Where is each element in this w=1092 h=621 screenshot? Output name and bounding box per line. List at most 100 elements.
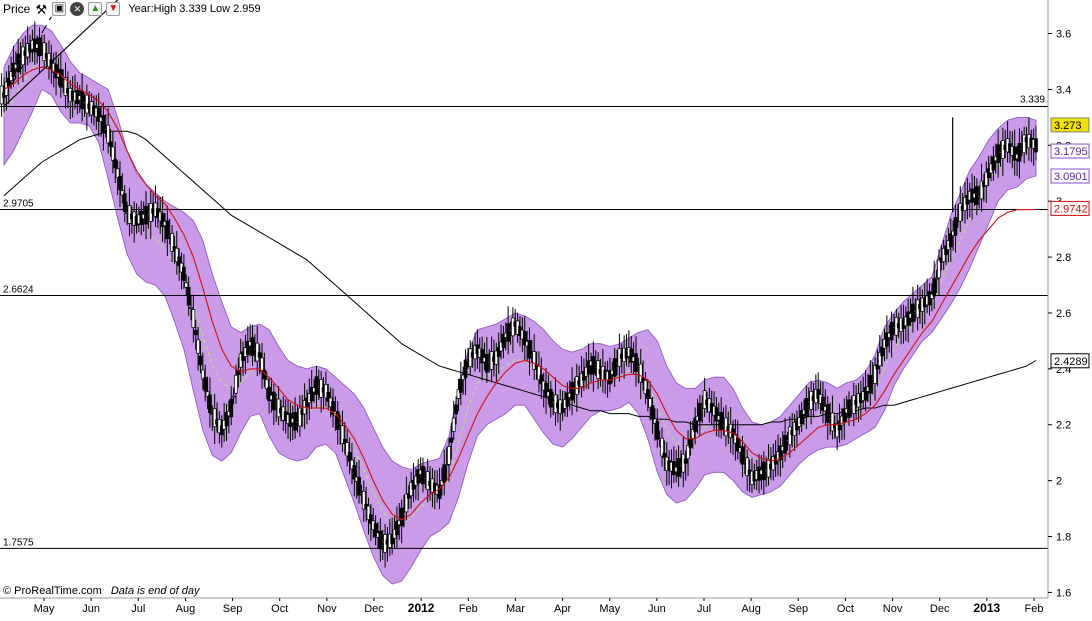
candle-body xyxy=(449,437,454,443)
candle-body xyxy=(42,42,47,61)
y-tick-label: 1.6 xyxy=(1056,587,1071,599)
candle-body xyxy=(250,337,255,356)
candle-body xyxy=(113,158,118,169)
candle-body xyxy=(608,370,612,385)
candle-body xyxy=(591,356,596,375)
candle-body xyxy=(118,175,122,191)
candle-body xyxy=(11,62,16,77)
candle-body xyxy=(468,348,473,367)
candle-body xyxy=(875,364,880,370)
y-tick-label: 3.4 xyxy=(1056,84,1071,96)
candle-body xyxy=(638,363,643,383)
candle-body xyxy=(532,351,537,370)
x-tick-label: Sep xyxy=(223,603,243,615)
y-tick-label: 2.8 xyxy=(1056,252,1071,264)
candle-body xyxy=(21,46,25,66)
candle-body xyxy=(986,168,991,179)
x-tick-label: Feb xyxy=(1025,603,1044,615)
candle-body xyxy=(816,389,821,399)
value-label-box xyxy=(1050,143,1090,159)
candle-body xyxy=(548,388,553,408)
candle-body xyxy=(361,490,366,510)
year-high-low: Year:High 3.339 Low 2.959 xyxy=(128,3,261,15)
candle-body xyxy=(643,379,648,395)
ma-red-line xyxy=(3,66,1036,521)
candle-body xyxy=(506,323,511,342)
value-label-box xyxy=(1050,200,1090,216)
candle-body xyxy=(1034,138,1038,153)
x-tick-label: Sep xyxy=(788,603,808,615)
candle-body xyxy=(437,484,442,499)
candle-body xyxy=(324,384,328,399)
horizontal-levels: 3.339 2.9705 2.6624 1.7575 xyxy=(0,94,1048,549)
candle-body xyxy=(122,193,127,212)
candle-body xyxy=(229,398,234,418)
close-icon[interactable]: ✕ xyxy=(70,2,85,16)
bollinger-band xyxy=(3,24,1037,585)
candle-body xyxy=(63,77,68,96)
candle-body xyxy=(80,90,84,110)
candle-body xyxy=(234,374,238,394)
candle-body xyxy=(442,464,447,483)
band-middle-line xyxy=(3,56,1036,525)
candle-body xyxy=(676,458,681,477)
candle-body xyxy=(160,213,165,228)
candle-body xyxy=(885,332,889,347)
candle-body xyxy=(629,348,634,363)
candle-body xyxy=(996,144,1000,163)
candle-body xyxy=(16,53,21,73)
candle-body xyxy=(522,331,527,346)
candle-body xyxy=(1012,146,1017,161)
candle-body xyxy=(586,360,591,375)
window-icon[interactable]: ▣ xyxy=(52,2,67,16)
candle-body xyxy=(463,359,468,379)
x-tick-label: Dec xyxy=(364,603,384,615)
candle-body xyxy=(458,378,463,393)
candle-body xyxy=(425,471,430,490)
candle-body xyxy=(683,458,688,464)
candle-body xyxy=(345,442,350,457)
x-tick-label: May xyxy=(34,603,55,615)
candle-body xyxy=(357,476,361,496)
candle-body xyxy=(877,352,882,367)
ma-long-line xyxy=(3,130,1037,426)
candle-body xyxy=(335,411,340,430)
candle-body xyxy=(177,256,182,267)
candle-body xyxy=(174,247,179,263)
candle-body xyxy=(447,446,451,465)
y-tick-label: 1.8 xyxy=(1056,532,1071,544)
candle-body xyxy=(934,277,939,280)
candle-body xyxy=(350,459,354,470)
candle-body xyxy=(511,317,515,337)
candle-body xyxy=(830,412,835,432)
candle-body xyxy=(276,398,281,418)
x-tick-label: Oct xyxy=(837,603,854,615)
candle-body xyxy=(889,321,894,341)
candle-body xyxy=(111,146,115,161)
candle-body xyxy=(911,303,915,323)
level-label: 3.339 xyxy=(1020,94,1045,105)
candle-body xyxy=(198,355,203,366)
x-tick-label: 2012 xyxy=(408,601,435,615)
candle-body xyxy=(574,376,579,395)
candle-body xyxy=(255,342,260,362)
candle-body xyxy=(115,168,120,179)
axes: 1.61.822.22.42.62.833.23.43.6MayJunJulAu… xyxy=(0,0,1071,615)
wrench-icon[interactable]: ⚒ xyxy=(35,1,48,17)
candle-body xyxy=(395,521,399,536)
candle-body xyxy=(932,277,937,297)
candle-body xyxy=(662,452,667,459)
arrow-down-icon[interactable]: ▼ xyxy=(106,2,121,16)
y-tick-label: 2.2 xyxy=(1056,420,1071,432)
arrow-up-icon[interactable]: ▲ xyxy=(88,2,103,16)
candle-body xyxy=(941,247,946,263)
value-label-box xyxy=(1050,168,1090,184)
candle-body xyxy=(821,396,825,411)
candle-body xyxy=(165,220,170,240)
candle-body xyxy=(847,399,851,418)
candle-body xyxy=(948,233,953,248)
candle-body xyxy=(101,115,106,134)
candle-body xyxy=(944,245,948,255)
candle-body xyxy=(873,365,877,384)
candle-body xyxy=(787,426,792,446)
